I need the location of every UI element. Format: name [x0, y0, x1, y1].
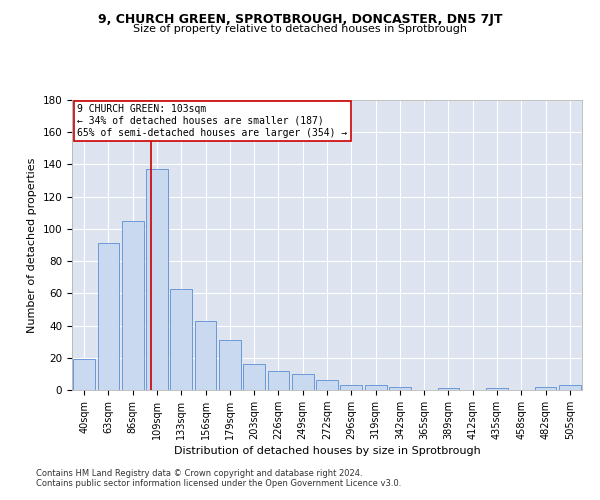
- Bar: [292, 374, 314, 390]
- Bar: [316, 380, 338, 390]
- Bar: [194, 320, 217, 390]
- Bar: [437, 388, 460, 390]
- Bar: [97, 244, 119, 390]
- Bar: [146, 170, 168, 390]
- Bar: [559, 385, 581, 390]
- Bar: [122, 221, 143, 390]
- Bar: [389, 387, 411, 390]
- Text: 9 CHURCH GREEN: 103sqm
← 34% of detached houses are smaller (187)
65% of semi-de: 9 CHURCH GREEN: 103sqm ← 34% of detached…: [77, 104, 347, 138]
- Bar: [486, 388, 508, 390]
- Bar: [219, 340, 241, 390]
- Text: Contains public sector information licensed under the Open Government Licence v3: Contains public sector information licen…: [36, 478, 401, 488]
- Y-axis label: Number of detached properties: Number of detached properties: [27, 158, 37, 332]
- Bar: [73, 360, 95, 390]
- X-axis label: Distribution of detached houses by size in Sprotbrough: Distribution of detached houses by size …: [173, 446, 481, 456]
- Bar: [340, 385, 362, 390]
- Bar: [243, 364, 265, 390]
- Bar: [365, 385, 386, 390]
- Bar: [268, 370, 289, 390]
- Bar: [170, 288, 192, 390]
- Text: 9, CHURCH GREEN, SPROTBROUGH, DONCASTER, DN5 7JT: 9, CHURCH GREEN, SPROTBROUGH, DONCASTER,…: [98, 12, 502, 26]
- Text: Size of property relative to detached houses in Sprotbrough: Size of property relative to detached ho…: [133, 24, 467, 34]
- Text: Contains HM Land Registry data © Crown copyright and database right 2024.: Contains HM Land Registry data © Crown c…: [36, 468, 362, 477]
- Bar: [535, 387, 556, 390]
